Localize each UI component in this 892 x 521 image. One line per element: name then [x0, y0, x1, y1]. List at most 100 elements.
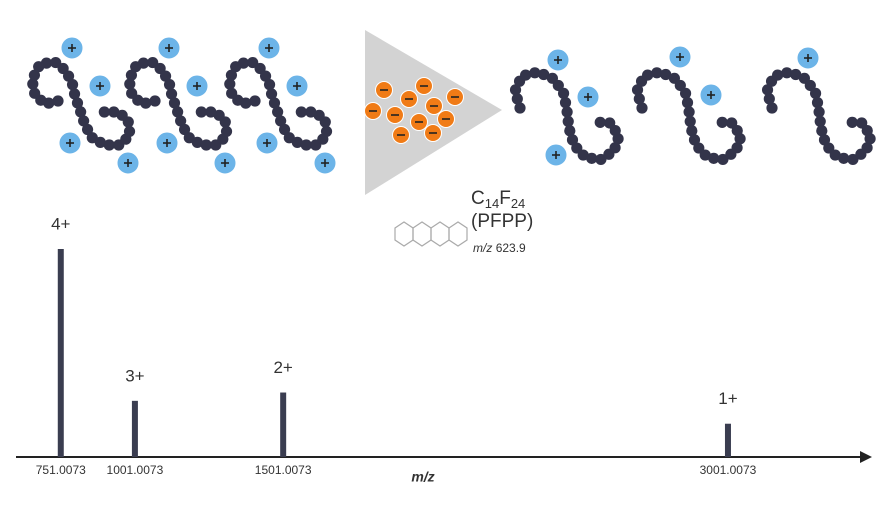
charge-label: 1+ — [718, 389, 737, 408]
bead — [300, 139, 312, 151]
subscript: 14 — [485, 196, 499, 211]
bead — [538, 68, 550, 81]
bead — [763, 93, 775, 105]
peak — [131, 400, 138, 457]
peak — [724, 423, 731, 457]
bead — [81, 123, 94, 136]
bead — [225, 69, 238, 81]
bead — [699, 149, 711, 161]
bead — [642, 69, 654, 81]
bead — [123, 125, 136, 138]
bead — [278, 123, 291, 136]
axis-arrow — [860, 451, 872, 463]
bead — [237, 57, 250, 69]
bead — [295, 106, 307, 118]
bead — [790, 68, 802, 81]
bead — [811, 97, 824, 109]
bead — [688, 134, 701, 146]
bead — [205, 106, 217, 118]
bead — [305, 106, 317, 118]
bead — [103, 139, 115, 151]
bead — [809, 87, 822, 99]
bead — [716, 116, 728, 128]
bead — [78, 115, 90, 127]
bead — [813, 106, 825, 118]
bead — [263, 79, 276, 91]
bead — [28, 69, 41, 81]
bead — [268, 97, 281, 109]
bead — [68, 88, 81, 100]
bead — [175, 115, 187, 127]
bead — [681, 97, 694, 109]
bead — [686, 125, 698, 137]
bead — [62, 70, 75, 82]
bead — [172, 106, 184, 118]
bead — [562, 115, 574, 128]
bead — [191, 136, 203, 148]
bead — [272, 106, 284, 118]
bead — [856, 117, 868, 129]
charge-label: 4+ — [51, 214, 70, 233]
bead — [126, 87, 138, 99]
bead — [674, 79, 686, 92]
bead — [265, 88, 278, 100]
bead — [149, 95, 161, 107]
bead — [275, 115, 287, 127]
bead — [220, 125, 233, 138]
bead — [829, 149, 841, 161]
bead — [66, 79, 79, 91]
bead — [559, 97, 572, 109]
bead — [52, 95, 64, 107]
subscript: 24 — [511, 196, 525, 211]
bead — [520, 69, 532, 81]
bead — [814, 115, 826, 128]
bead — [761, 84, 774, 96]
peak — [280, 392, 287, 457]
bead — [514, 102, 526, 114]
bead — [529, 67, 541, 79]
bead — [226, 87, 238, 99]
bead — [804, 79, 816, 92]
element: C — [471, 188, 485, 209]
bead — [684, 115, 696, 128]
reagent-formula: C14F24 — [471, 188, 525, 211]
bead — [772, 69, 784, 81]
bead — [552, 79, 564, 92]
bead — [717, 153, 729, 166]
mz-label: m/z — [473, 241, 492, 255]
bead — [577, 149, 589, 161]
bead — [124, 78, 136, 90]
bead — [125, 69, 138, 81]
bead — [731, 142, 743, 154]
bead — [660, 68, 672, 81]
bead — [40, 57, 53, 69]
bead — [178, 123, 191, 136]
bead — [291, 136, 303, 148]
bead — [631, 84, 644, 96]
bead — [586, 152, 598, 164]
bead — [766, 102, 778, 114]
bead — [163, 79, 176, 91]
bead — [561, 106, 573, 118]
bead — [604, 117, 616, 129]
element: F — [499, 188, 511, 209]
bead — [609, 142, 621, 154]
bead — [595, 153, 607, 166]
x-tick-label: 1001.0073 — [107, 463, 164, 477]
bead — [846, 116, 858, 128]
mz-value: 623.9 — [496, 241, 526, 255]
protein-chains — [27, 36, 876, 175]
reagent-name: (PFPP) — [471, 211, 533, 232]
bead — [94, 136, 106, 148]
bead — [861, 142, 873, 154]
bead — [249, 95, 261, 107]
bead — [165, 88, 178, 100]
bead — [847, 153, 859, 166]
bead — [838, 152, 850, 164]
bead — [27, 78, 39, 90]
bead — [75, 106, 87, 118]
charge-label: 3+ — [125, 366, 144, 385]
bead — [511, 93, 523, 105]
bead — [557, 87, 570, 99]
bead — [195, 106, 207, 118]
